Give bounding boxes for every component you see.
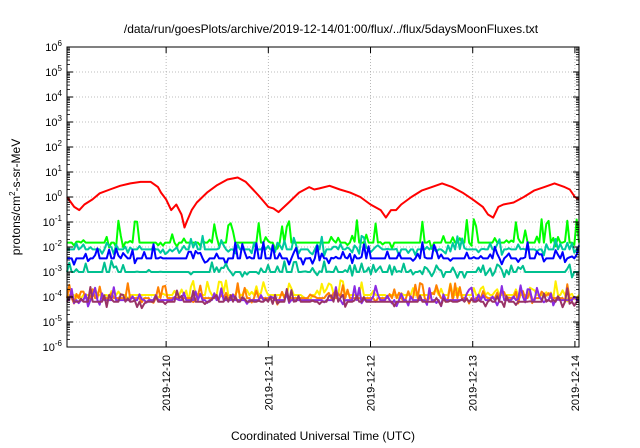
y-tick-label: 10-2 [43, 239, 63, 254]
series-layer [66, 176, 580, 310]
y-tick-label-exp: -4 [55, 289, 63, 298]
y-tick-label-exp: 1 [58, 164, 63, 173]
y-tick-label-base: 10 [45, 67, 57, 79]
y-tick-label: 100 [45, 189, 62, 204]
y-tick-label: 104 [45, 89, 62, 104]
y-tick-label: 10-5 [43, 314, 63, 329]
x-tick-label: 2019-12-12 [366, 355, 378, 411]
y-tick-label-base: 10 [43, 342, 55, 354]
y-tick-label-exp: 2 [58, 139, 63, 148]
y-tick-label-exp: 3 [58, 114, 63, 123]
y-tick-label-base: 10 [45, 92, 57, 104]
y-tick-label-exp: -6 [55, 339, 63, 348]
y-tick-label: 101 [45, 164, 62, 179]
y-tick-label-base: 10 [45, 142, 57, 154]
y-tick-label: 10-3 [43, 264, 63, 279]
y-tick-label: 105 [45, 64, 62, 79]
x-axis: 2019-12-10 2019-12-11 2019-12-12 2019-12-13… [161, 47, 582, 411]
y-tick-label-exp: 0 [58, 189, 63, 198]
y-tick-label-base: 10 [43, 292, 55, 304]
y-tick-label-exp: 4 [58, 89, 63, 98]
y-tick-label: 102 [45, 139, 62, 154]
y-tick-label-exp: -3 [55, 264, 63, 273]
y-tick-label-exp: -2 [55, 239, 63, 248]
x-tick-label: 2019-12-13 [468, 355, 480, 411]
y-axis: 10-610-510-410-310-210-11001011021031041… [43, 39, 579, 354]
x-tick-label: 2019-12-11 [263, 355, 275, 410]
y-tick-label-exp: 6 [58, 39, 63, 48]
y-tick-label: 103 [45, 114, 62, 129]
y-tick-label-base: 10 [43, 242, 55, 254]
y-tick-label-base: 10 [43, 217, 55, 229]
y-axis-label-base: protons/cm [9, 196, 23, 255]
y-tick-label: 10-1 [43, 214, 63, 229]
series-line [66, 286, 579, 310]
y-tick-label: 106 [45, 39, 62, 54]
x-tick-label: 2019-12-10 [161, 355, 173, 411]
y-tick-label-base: 10 [43, 317, 55, 329]
y-tick-label-base: 10 [45, 117, 57, 129]
y-axis-label-sup: 2 [8, 191, 17, 196]
y-tick-label-exp: -1 [55, 214, 63, 223]
y-axis-label: protons/cm2-s-sr-MeV [8, 139, 23, 255]
y-tick-label-base: 10 [43, 267, 55, 279]
series-line [66, 259, 579, 279]
series-line [66, 176, 580, 229]
y-tick-label-base: 10 [45, 192, 57, 204]
y-tick-label-base: 10 [45, 167, 57, 179]
chart-title: /data/run/goesPlots/archive/2019-12-14/0… [124, 22, 539, 36]
y-axis-label-rest: -s-sr-MeV [9, 139, 23, 192]
y-tick-label: 10-4 [43, 289, 63, 304]
series-line [67, 241, 580, 266]
x-tick-label: 2019-12-14 [570, 355, 582, 411]
x-axis-label: Coordinated Universal Time (UTC) [231, 429, 415, 443]
y-tick-label-exp: -5 [55, 314, 63, 323]
series-line [67, 279, 580, 303]
y-tick-label: 10-6 [43, 339, 63, 354]
y-tick-label-base: 10 [45, 42, 57, 54]
y-tick-label-exp: 5 [58, 64, 63, 73]
